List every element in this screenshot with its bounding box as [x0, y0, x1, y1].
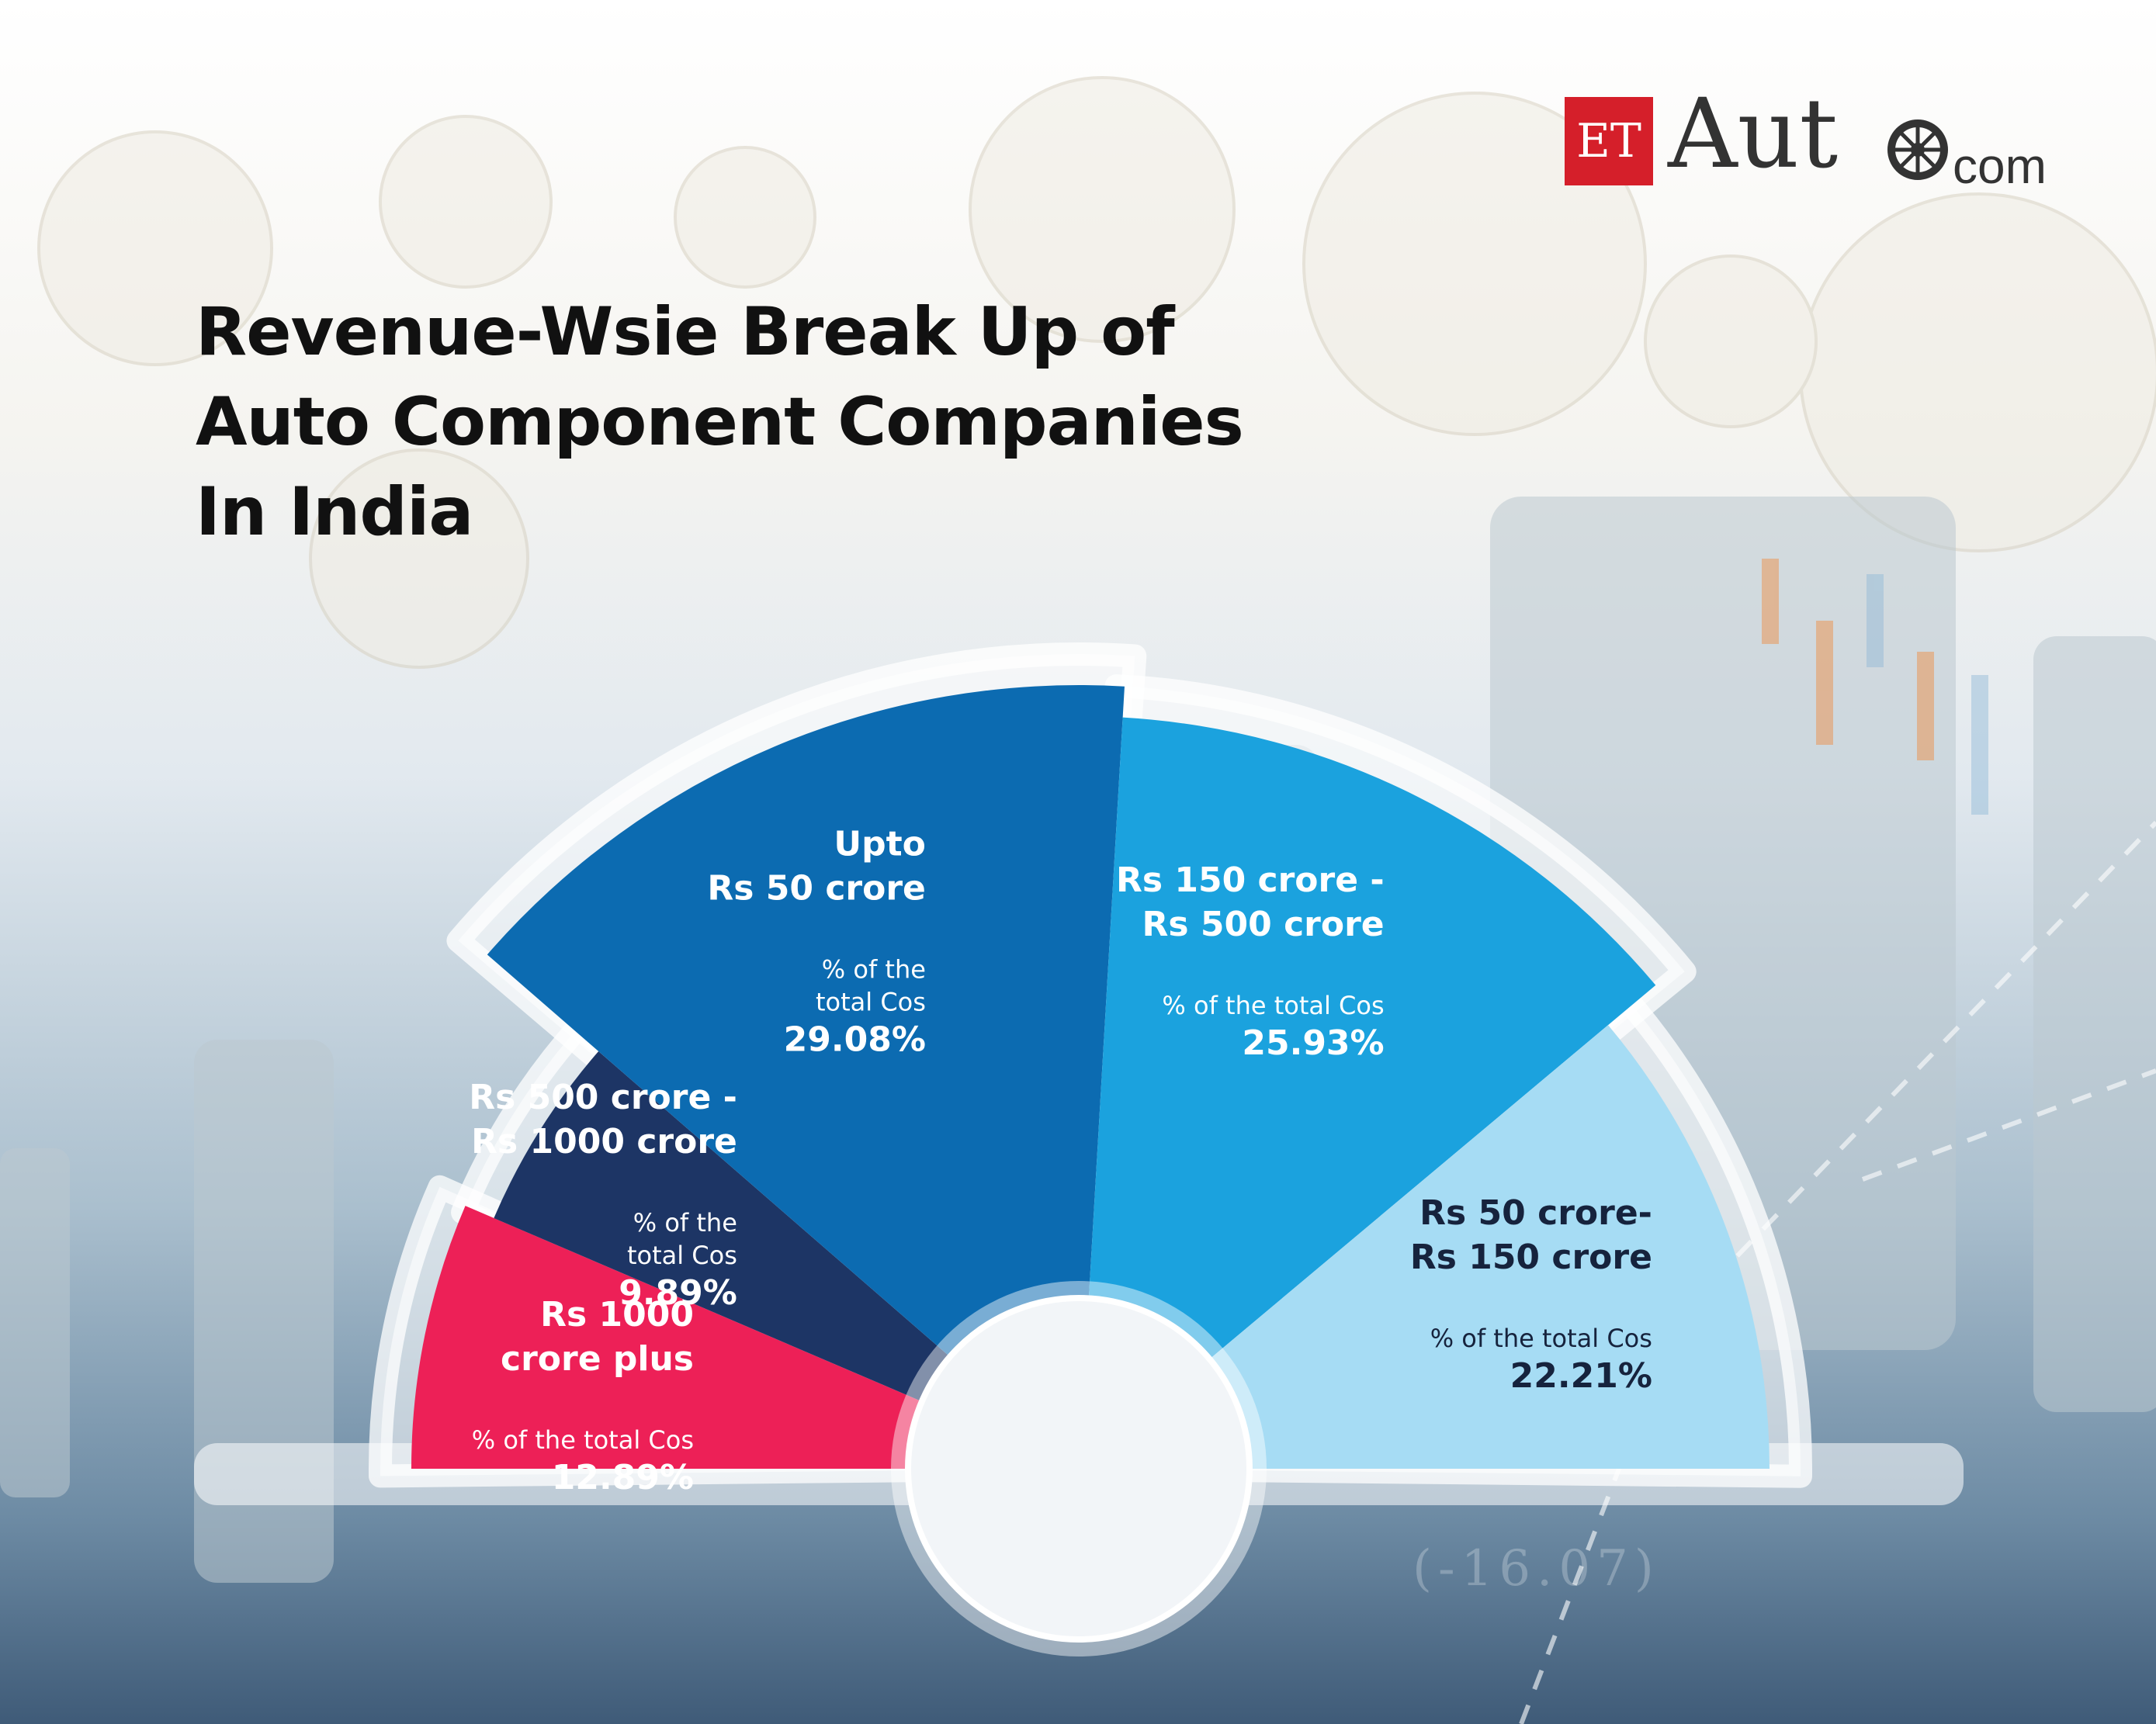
title-line: Revenue-Wsie Break Up of: [196, 293, 1175, 371]
slice-caption: total Cos: [627, 1241, 737, 1270]
wheel-icon: [1887, 119, 1948, 180]
coin-shape: [1644, 254, 1818, 428]
coin-shape: [379, 115, 553, 289]
slice-value: 12.89%: [552, 1458, 694, 1497]
slice-caption: % of the total Cos: [472, 1425, 694, 1455]
hub-circle: [905, 1295, 1253, 1643]
slice-label: Rs 150 crore -: [1116, 860, 1385, 900]
slice-value: 29.08%: [784, 1020, 926, 1060]
slice-label: Rs 1000 crore: [471, 1122, 737, 1161]
slice-label-group: Rs 500 crore - Rs 1000 crore % of the total…: [469, 1078, 737, 1313]
coin-shape: [37, 130, 273, 366]
slice-label-group: Rs 50 crore- Rs 150 crore % of the total C…: [1410, 1193, 1652, 1396]
chart-slice: [494, 1051, 1079, 1469]
coin-shape: [309, 448, 529, 669]
coin-stack-shape: [2033, 636, 2156, 1412]
candlestick: [1762, 559, 1779, 644]
slice-caption: % of the total Cos: [1430, 1324, 1652, 1353]
title-line: Auto Component Companies: [196, 383, 1244, 461]
slice-label-group: Rs 150 crore - Rs 500 crore % of the total…: [1116, 860, 1385, 1063]
coin-shape: [969, 76, 1236, 343]
slice-value: 9.89%: [619, 1273, 737, 1313]
slice-label: Rs 500 crore: [1142, 905, 1385, 944]
candlestick: [1971, 675, 1988, 815]
chart-slice: [487, 685, 1125, 1469]
coin-shape: [1302, 92, 1647, 436]
coin-shape: [674, 146, 816, 289]
slice-label: Rs 1000: [540, 1295, 694, 1335]
candlestick: [1816, 621, 1833, 745]
chart-slice: [1079, 1025, 1770, 1469]
logo-com-text: com: [1953, 138, 2047, 194]
slice-label: Rs 150 crore: [1410, 1238, 1652, 1277]
slice-label-group: Upto Rs 50 crore % of the total Cos 29.08%: [707, 825, 926, 1060]
slice-value: 25.93%: [1242, 1023, 1384, 1063]
candlestick: [1917, 652, 1934, 760]
chart-title: Revenue-Wsie Break Up of Auto Component …: [196, 287, 1360, 557]
slice-caption: % of the total Cos: [1162, 991, 1384, 1020]
candlestick: [1867, 574, 1884, 667]
logo-auto-text: Aut: [1668, 78, 1839, 190]
slice-label: Rs 500 crore -: [469, 1078, 737, 1117]
chart-slices: [411, 685, 1770, 1469]
coin-stack-shape: [0, 1148, 70, 1497]
slice-caption: % of the: [822, 955, 926, 985]
trend-line: [1519, 820, 2156, 1724]
trend-line: [1861, 1068, 2156, 1182]
slice-value: 22.21%: [1510, 1356, 1652, 1396]
background-ticker-text: (-16.07): [1412, 1540, 1660, 1598]
logo-et-box: ET: [1565, 97, 1653, 185]
chart-slice: [411, 1206, 1079, 1469]
title-line: In India: [196, 473, 473, 551]
slice-label: Rs 50 crore-: [1419, 1193, 1652, 1233]
chart-floor: [0, 1469, 2156, 1724]
slice-caption: total Cos: [816, 988, 926, 1017]
slice-label: Rs 50 crore: [707, 869, 926, 909]
chart-slice: [1079, 717, 1656, 1469]
slice-label: crore plus: [501, 1339, 694, 1379]
slice-label: Upto: [834, 825, 926, 864]
slice-caption: % of the: [633, 1208, 737, 1238]
